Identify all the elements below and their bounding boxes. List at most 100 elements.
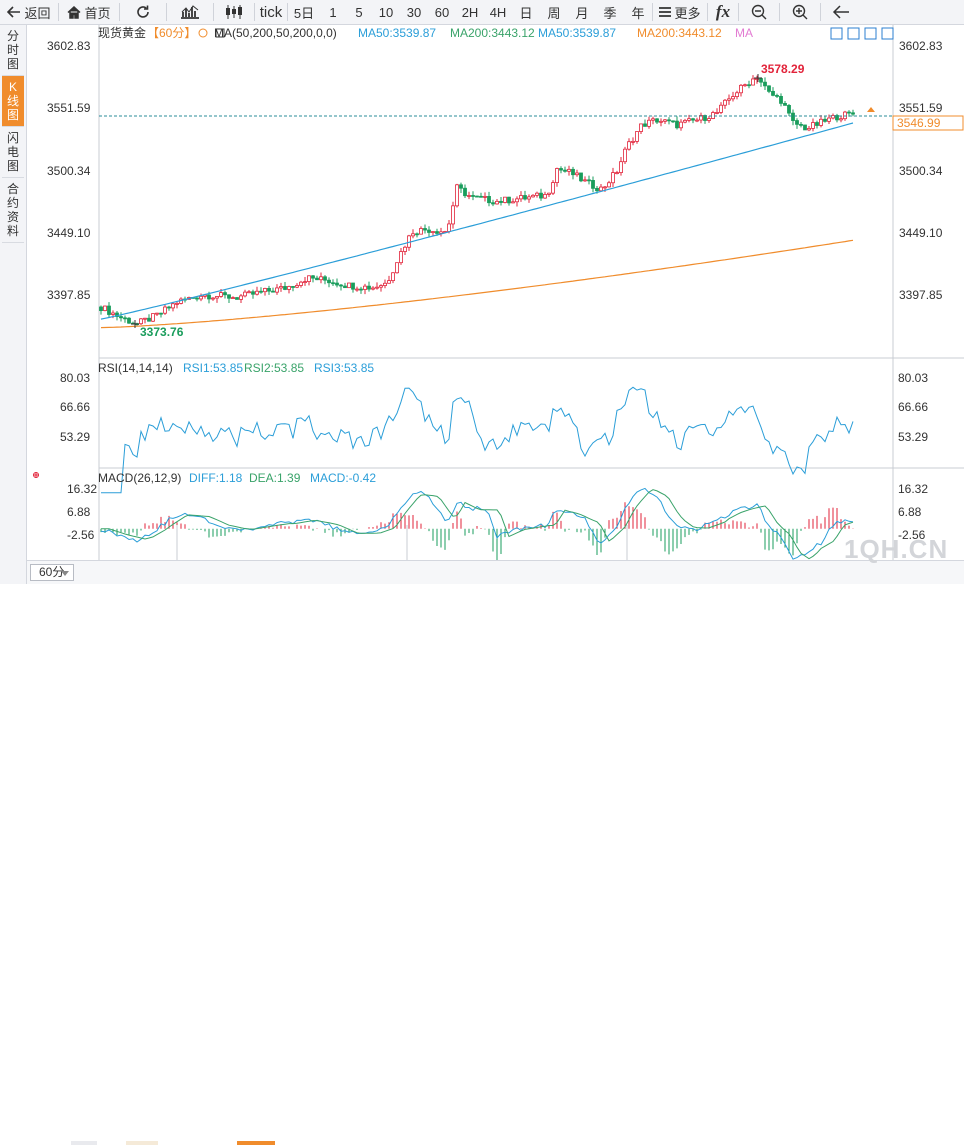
back-button[interactable]: 返回 <box>0 0 58 25</box>
candle-body <box>627 141 631 150</box>
candle-body <box>247 291 251 294</box>
home-button[interactable]: 首页 <box>59 0 119 25</box>
period-item-1[interactable]: 5日 <box>293 5 315 21</box>
candle-body <box>691 118 695 121</box>
period-item-11[interactable]: 月 <box>575 5 589 21</box>
candle-body <box>835 115 839 121</box>
candle-body <box>795 120 799 125</box>
candle-body <box>367 285 371 290</box>
candle-body <box>575 172 579 176</box>
candle-body <box>175 302 179 305</box>
formula-button[interactable]: fx <box>708 0 738 25</box>
period-item-2[interactable]: 1 <box>329 4 337 20</box>
kline-chart[interactable]: 3602.83 3602.83 3551.59 3551.59 3500.34 3500.… <box>27 25 964 560</box>
ylabel-right: 3500.34 <box>899 164 943 178</box>
period-item-4[interactable]: 10 <box>378 4 394 20</box>
low-marker <box>131 320 139 328</box>
zoom-out-button[interactable] <box>739 0 779 25</box>
panel-icon-1 <box>847 27 860 40</box>
macd-ylabel-right: 16.32 <box>898 482 928 496</box>
ylabel-right: 3602.83 <box>899 39 943 53</box>
home-label: 首页 <box>84 5 111 21</box>
candle-body <box>463 187 467 197</box>
indicator-button[interactable] <box>167 0 213 25</box>
candle-body <box>551 182 555 194</box>
candle-body <box>495 200 499 205</box>
refresh-button[interactable] <box>120 0 166 25</box>
candle-body <box>567 168 571 172</box>
candle-body <box>635 131 639 142</box>
arrow-left-icon <box>832 5 849 19</box>
candle-body <box>715 112 719 114</box>
macd-ylabel-left: 16.32 <box>67 482 97 496</box>
candle-body <box>323 276 327 281</box>
candle-body <box>251 291 255 295</box>
candle-body <box>403 246 407 252</box>
candle-body <box>759 78 763 83</box>
high-label: 3578.29 <box>761 62 805 76</box>
candle-body <box>163 306 167 314</box>
ylabel-right: 3449.10 <box>899 226 943 240</box>
rsi-ylabel-right: 80.03 <box>898 371 928 385</box>
candle-body <box>559 168 563 171</box>
sidebar-tab-2[interactable]: 闪电图 <box>2 127 24 178</box>
back-arrow-icon <box>7 6 21 18</box>
candle-body <box>487 196 491 204</box>
period-item-5[interactable]: 30 <box>406 4 422 20</box>
candle-body <box>331 282 335 285</box>
ylabel-left: 3397.85 <box>47 288 91 302</box>
sidebar-tab-3[interactable]: 合约资料 <box>2 178 24 243</box>
candle-body <box>599 186 603 192</box>
period-tag: 【60分】 <box>147 26 196 40</box>
period-item-3[interactable]: 5 <box>355 4 363 20</box>
candle-body <box>423 228 427 231</box>
period-dropdown[interactable]: 60分 <box>30 564 74 581</box>
candle-body <box>431 231 435 233</box>
candle-body <box>215 296 219 299</box>
macd-title: MACD(26,12,9) <box>98 471 181 485</box>
period-item-8[interactable]: 4H <box>489 4 507 20</box>
candle-body <box>671 120 675 123</box>
candle-body <box>699 115 703 121</box>
candle-body <box>347 282 351 289</box>
candle-body <box>675 120 679 129</box>
period-item-10[interactable]: 周 <box>547 5 561 21</box>
candle-body <box>107 305 111 315</box>
ylabel-left: 3500.34 <box>47 164 91 178</box>
period-item-9[interactable]: 日 <box>519 5 533 21</box>
candle-body <box>267 288 271 292</box>
candle-body <box>783 102 787 106</box>
ma200-value-b: MA200:3443.12 <box>637 26 722 40</box>
candle-body <box>611 172 615 184</box>
diff-value: DIFF:1.18 <box>189 471 243 485</box>
candle-body <box>639 123 643 132</box>
zoom-in-icon <box>792 4 808 20</box>
candle-body <box>527 196 531 200</box>
period-item-7[interactable]: 2H <box>461 4 479 20</box>
period-item-13[interactable]: 年 <box>631 5 645 21</box>
macd-value: MACD:-0.42 <box>310 471 376 485</box>
candle-body <box>427 229 431 233</box>
candle-body <box>363 285 367 290</box>
sidebar-tab-0[interactable]: 分时图 <box>2 25 24 76</box>
candle-body <box>531 194 535 198</box>
zoom-in-button[interactable] <box>780 0 820 25</box>
candle-body <box>315 277 319 281</box>
period-item-6[interactable]: 60 <box>434 4 450 20</box>
more-button[interactable]: 更多 <box>653 0 707 25</box>
ylabel-left: 3449.10 <box>47 226 91 240</box>
period-tick[interactable]: tick <box>259 3 283 21</box>
candle-body <box>479 195 483 198</box>
candle-body <box>571 168 575 176</box>
candle-style-button[interactable] <box>214 0 254 25</box>
period-selector: tick 5日 1 5 10 30 60 2H 4H 日周月季年 <box>255 0 652 25</box>
period-item-12[interactable]: 季 <box>603 5 617 21</box>
candle-body <box>695 119 699 122</box>
candle-body <box>751 78 755 86</box>
rsi2-value: RSI2:53.85 <box>244 361 304 375</box>
scroll-left-button[interactable] <box>821 0 861 25</box>
dea-value: DEA:1.39 <box>249 471 301 485</box>
candle-body <box>295 285 299 288</box>
